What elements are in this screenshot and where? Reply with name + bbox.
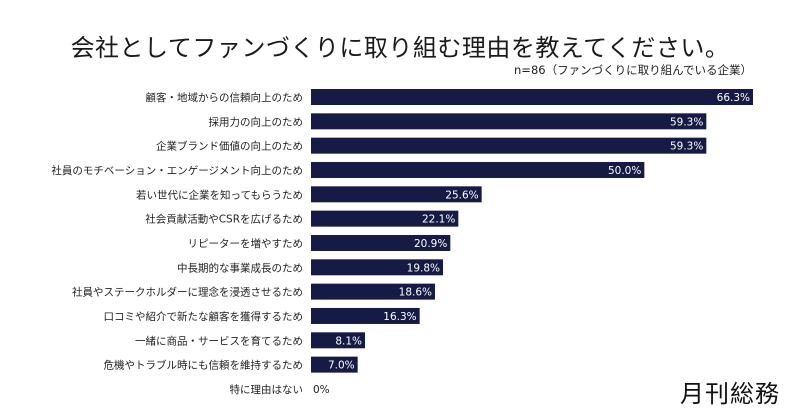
chart-subtitle: n=86（ファンづくりに取り組んでいる企業）	[514, 63, 752, 77]
publisher-logo: 月刊総務	[680, 380, 780, 408]
data-label: 18.6%	[399, 287, 432, 299]
bar	[311, 332, 365, 349]
data-label: 16.3%	[383, 311, 416, 323]
data-label: 20.9%	[414, 238, 447, 250]
bar	[311, 234, 451, 251]
bar	[311, 113, 707, 130]
category-label: 顧客・地域からの信頼向上のため	[146, 91, 304, 104]
data-label: 8.1%	[335, 335, 362, 347]
data-label: 22.1%	[422, 214, 455, 226]
category-label: 社員のモチベーション・エンゲージメント向上のため	[51, 164, 303, 177]
category-label: 若い世代に企業を知ってもらうため	[136, 188, 303, 201]
category-label: 特に理由はない	[230, 383, 304, 396]
category-label: 企業ブランド価値の向上のため	[156, 140, 303, 153]
bar	[311, 356, 358, 373]
data-label: 59.3%	[670, 141, 703, 153]
bar	[311, 89, 753, 105]
category-label: 社員やステークホルダーに理念を浸透させるため	[72, 286, 303, 299]
data-label: 50.0%	[608, 165, 641, 177]
bar	[311, 283, 435, 300]
category-label: 採用力の向上のため	[209, 115, 304, 128]
data-label: 0%	[313, 384, 330, 396]
bar	[311, 307, 420, 324]
category-label: 社会貢献活動やCSRを広げるため	[145, 213, 303, 226]
data-label: 59.3%	[670, 116, 703, 128]
chart-title: 会社としてファンづくりに取り組む理由を教えてください。	[70, 34, 730, 62]
bar	[311, 161, 645, 178]
category-label: 危機やトラブル時にも信頼を維持するため	[104, 359, 304, 372]
bar	[311, 137, 707, 154]
category-label: 口コミや紹介で新たな顧客を獲得するため	[104, 310, 304, 323]
category-label: 中長期的な事業成長のため	[177, 261, 303, 274]
bar	[311, 210, 459, 227]
category-label: リピーターを増やすため	[188, 237, 304, 250]
bar	[311, 186, 482, 203]
data-label: 66.3%	[717, 92, 750, 104]
bar	[311, 259, 443, 276]
data-label: 7.0%	[328, 360, 355, 372]
category-label: 一緒に商品・サービスを育てるため	[135, 334, 303, 347]
data-label: 25.6%	[445, 189, 478, 201]
data-label: 19.8%	[407, 262, 440, 274]
